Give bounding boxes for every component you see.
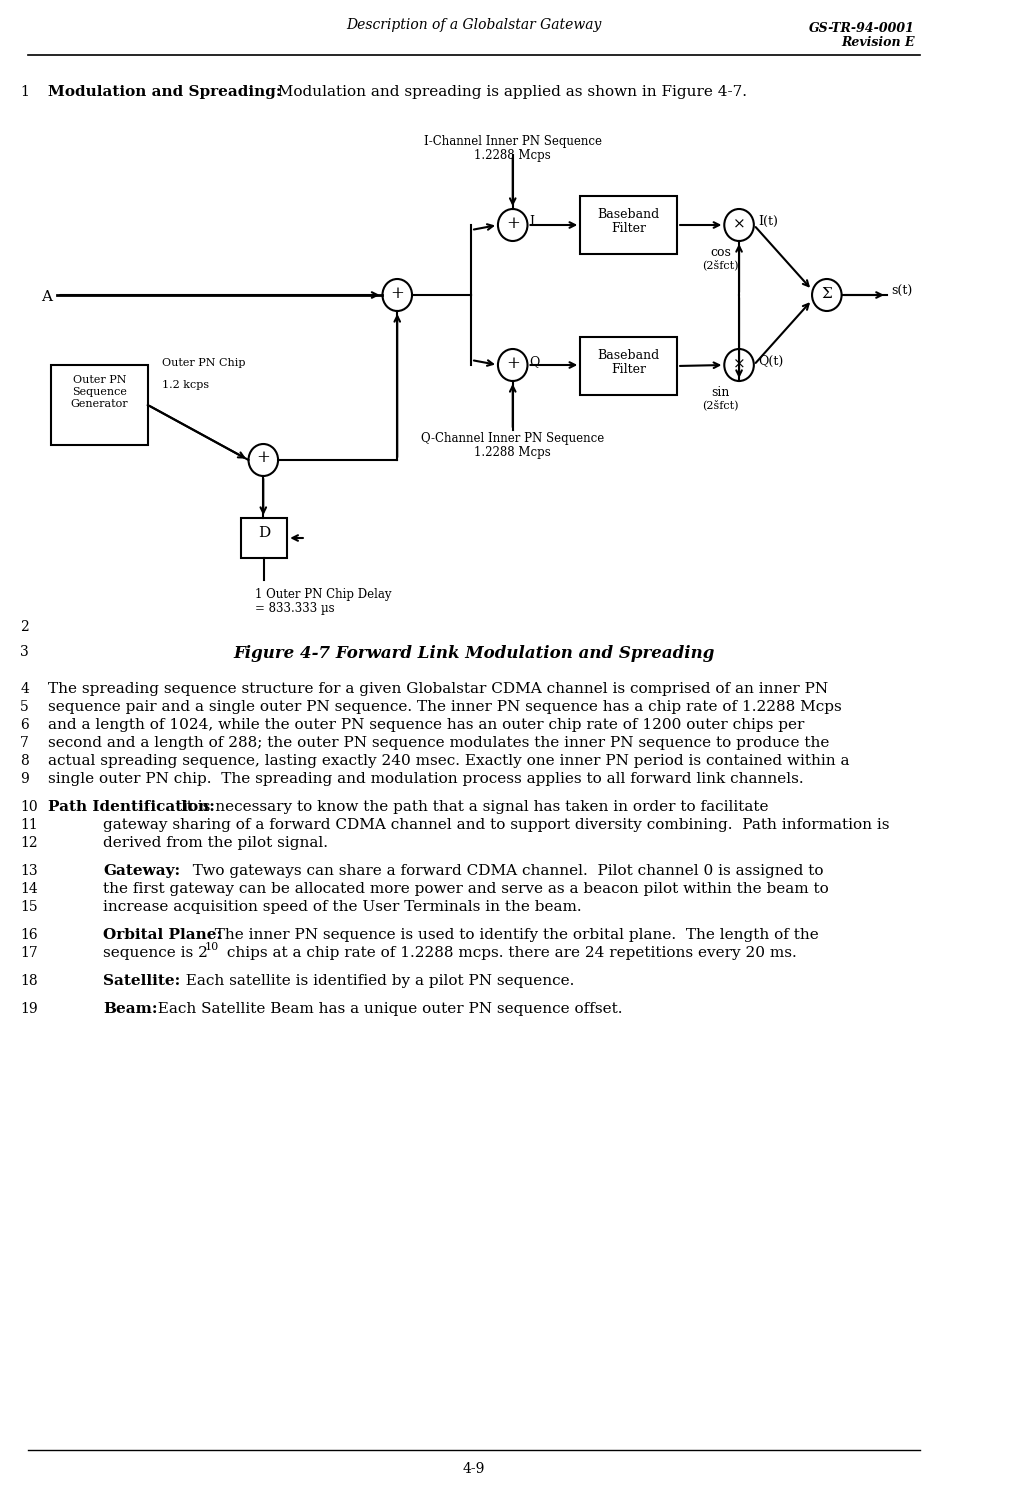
Text: GS-TR-94-0001: GS-TR-94-0001 (808, 22, 914, 34)
Text: 8: 8 (21, 753, 29, 768)
Text: Baseband: Baseband (597, 349, 660, 363)
Bar (580, 337, 677, 395)
Text: Each Satellite Beam has a unique outer PN sequence offset.: Each Satellite Beam has a unique outer P… (148, 1003, 623, 1016)
Text: Description of a Globalstar Gateway: Description of a Globalstar Gateway (346, 18, 601, 31)
Text: single outer PN chip.  The spreading and modulation process applies to all forwa: single outer PN chip. The spreading and … (48, 771, 803, 786)
Text: second and a length of 288; the outer PN sequence modulates the inner PN sequenc: second and a length of 288; the outer PN… (48, 736, 829, 750)
Text: (2šfct): (2šfct) (703, 260, 739, 270)
Text: derived from the pilot signal.: derived from the pilot signal. (104, 836, 328, 850)
Text: Revision E: Revision E (841, 36, 914, 49)
Text: Satellite:: Satellite: (104, 974, 181, 988)
Text: Outer PN: Outer PN (73, 374, 126, 385)
Text: Orbital Plane:: Orbital Plane: (104, 928, 223, 941)
Text: 1.2 kcps: 1.2 kcps (162, 380, 209, 389)
Text: actual spreading sequence, lasting exactly 240 msec. Exactly one inner PN period: actual spreading sequence, lasting exact… (48, 753, 850, 768)
Text: Outer PN Chip: Outer PN Chip (162, 358, 245, 369)
Text: Path Identification:: Path Identification: (48, 800, 214, 815)
Text: Figure 4-7 Forward Link Modulation and Spreading: Figure 4-7 Forward Link Modulation and S… (233, 645, 715, 662)
Text: 4-9: 4-9 (463, 1462, 485, 1476)
Text: 11: 11 (21, 818, 38, 833)
Text: The inner PN sequence is used to identify the orbital plane.  The length of the: The inner PN sequence is used to identif… (205, 928, 819, 941)
Text: = 833.333 µs: = 833.333 µs (255, 601, 334, 615)
Text: sin: sin (711, 386, 729, 398)
Text: The spreading sequence structure for a given Globalstar CDMA channel is comprise: The spreading sequence structure for a g… (48, 682, 828, 695)
Text: 2: 2 (21, 621, 29, 634)
Text: Gateway:: Gateway: (104, 864, 181, 877)
Text: and a length of 1024, while the outer PN sequence has an outer chip rate of 1200: and a length of 1024, while the outer PN… (48, 718, 804, 733)
Text: Generator: Generator (71, 398, 128, 409)
Text: I-Channel Inner PN Sequence: I-Channel Inner PN Sequence (424, 134, 601, 148)
Text: 6: 6 (21, 718, 29, 733)
Text: 18: 18 (21, 974, 38, 988)
Text: Two gateways can share a forward CDMA channel.  Pilot channel 0 is assigned to: Two gateways can share a forward CDMA ch… (183, 864, 824, 877)
Text: cos: cos (710, 246, 732, 260)
Text: D: D (259, 527, 270, 540)
Text: chips at a chip rate of 1.2288 mcps. there are 24 repetitions every 20 ms.: chips at a chip rate of 1.2288 mcps. the… (222, 946, 796, 959)
Text: I: I (529, 215, 535, 228)
Text: 19: 19 (21, 1003, 38, 1016)
Text: Q(t): Q(t) (758, 355, 784, 369)
Circle shape (498, 209, 527, 242)
Text: I(t): I(t) (758, 215, 779, 228)
Text: 13: 13 (21, 864, 38, 877)
Text: +: + (506, 215, 519, 231)
Bar (241, 518, 287, 558)
Circle shape (724, 349, 754, 380)
Text: ×: × (733, 357, 746, 372)
Text: +: + (506, 355, 519, 372)
Bar (580, 195, 677, 254)
Text: 14: 14 (21, 882, 38, 897)
Text: A: A (42, 289, 52, 304)
Text: s(t): s(t) (892, 285, 913, 298)
Text: sequence pair and a single outer PN sequence. The inner PN sequence has a chip r: sequence pair and a single outer PN sequ… (48, 700, 841, 715)
Circle shape (498, 349, 527, 380)
Circle shape (724, 209, 754, 242)
Text: 5: 5 (21, 700, 29, 715)
Text: Modulation and spreading is applied as shown in Figure 4-7.: Modulation and spreading is applied as s… (268, 85, 747, 98)
Circle shape (248, 445, 278, 476)
Text: Σ: Σ (822, 286, 832, 301)
Text: ×: × (733, 216, 746, 231)
Text: 1.2288 Mcps: 1.2288 Mcps (474, 446, 551, 460)
Text: 7: 7 (21, 736, 29, 750)
Text: the first gateway can be allocated more power and serve as a beacon pilot within: the first gateway can be allocated more … (104, 882, 829, 897)
Circle shape (383, 279, 412, 310)
Text: 1.2288 Mcps: 1.2288 Mcps (474, 149, 551, 163)
Text: (2šfct): (2šfct) (703, 400, 739, 410)
Bar (51, 366, 148, 445)
Text: Each satellite is identified by a pilot PN sequence.: Each satellite is identified by a pilot … (175, 974, 574, 988)
Text: 3: 3 (21, 645, 29, 659)
Text: sequence is 2: sequence is 2 (104, 946, 213, 959)
Text: 15: 15 (21, 900, 38, 915)
Text: 12: 12 (21, 836, 38, 850)
Text: 9: 9 (21, 771, 29, 786)
Text: 10: 10 (21, 800, 38, 815)
Text: 4: 4 (21, 682, 29, 695)
Text: gateway sharing of a forward CDMA channel and to support diversity combining.  P: gateway sharing of a forward CDMA channe… (104, 818, 890, 833)
Text: Beam:: Beam: (104, 1003, 158, 1016)
Text: 1 Outer PN Chip Delay: 1 Outer PN Chip Delay (255, 588, 392, 601)
Text: Q: Q (529, 355, 540, 369)
Text: increase acquisition speed of the User Terminals in the beam.: increase acquisition speed of the User T… (104, 900, 582, 915)
Text: Modulation and Spreading:: Modulation and Spreading: (48, 85, 281, 98)
Text: Filter: Filter (611, 363, 646, 376)
Text: Filter: Filter (611, 222, 646, 236)
Circle shape (812, 279, 841, 310)
Text: Baseband: Baseband (597, 207, 660, 221)
Text: 16: 16 (21, 928, 38, 941)
Text: Sequence: Sequence (72, 386, 127, 397)
Text: Q-Channel Inner PN Sequence: Q-Channel Inner PN Sequence (421, 433, 604, 445)
Text: 10: 10 (205, 941, 220, 952)
Text: 17: 17 (21, 946, 38, 959)
Text: It is necessary to know the path that a signal has taken in order to facilitate: It is necessary to know the path that a … (171, 800, 768, 815)
Text: 1: 1 (21, 85, 29, 98)
Text: +: + (390, 285, 404, 301)
Text: +: + (256, 449, 270, 467)
